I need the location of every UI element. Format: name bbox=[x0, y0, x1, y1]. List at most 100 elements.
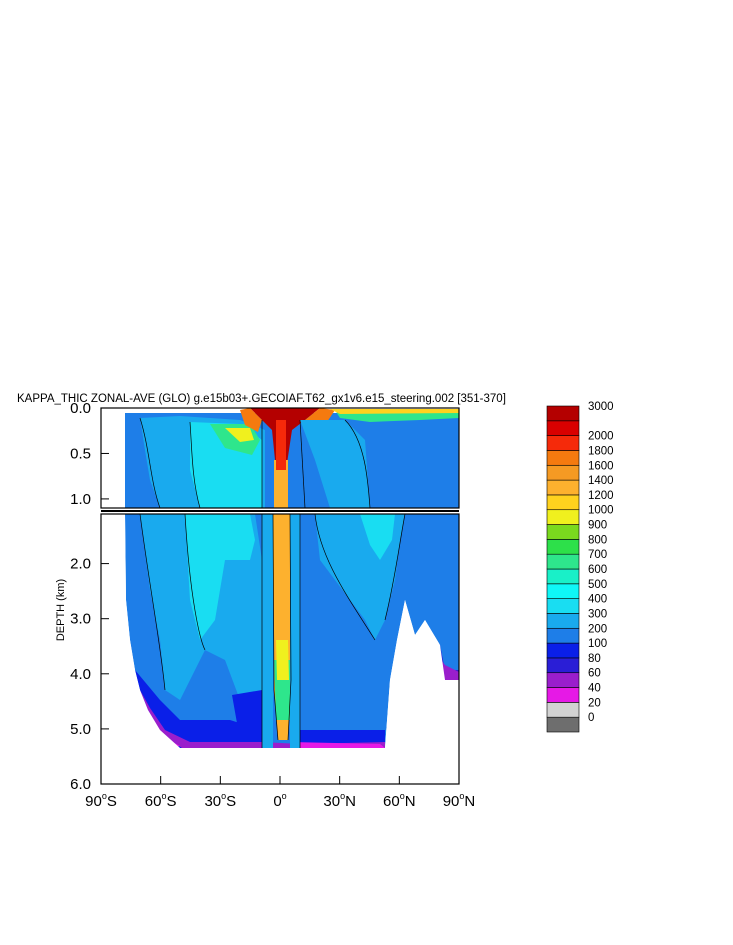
colorbar-box-3 bbox=[546, 672, 580, 688]
contour-line-11 bbox=[384, 513, 406, 621]
colorbar-label-18: 1800 bbox=[588, 445, 614, 457]
colorbar-box-8 bbox=[546, 598, 580, 614]
colorbar-label-9: 500 bbox=[588, 579, 607, 591]
x-tick-degree-symbol-1: o bbox=[161, 791, 166, 801]
x-tick-degrees-4: 30 bbox=[323, 793, 340, 810]
upper-equator-core bbox=[276, 420, 286, 470]
x-tick-degrees-5: 60 bbox=[383, 793, 400, 810]
upper-midlatitude-yellow bbox=[225, 428, 254, 442]
colorbar-label-17: 1600 bbox=[588, 460, 614, 472]
x-tick-label-3: 0o bbox=[273, 791, 286, 810]
y-tick-label-upper-1: 0.5 bbox=[70, 445, 91, 462]
colorbar-label-19: 2000 bbox=[588, 431, 614, 443]
colorbar-label-5: 100 bbox=[588, 638, 607, 650]
colorbar-box-9 bbox=[546, 583, 580, 599]
colorbar-box-10 bbox=[546, 568, 580, 585]
upper-equator-column bbox=[274, 460, 288, 508]
colorbar-box-14 bbox=[546, 509, 580, 525]
contour-line-6 bbox=[139, 513, 166, 691]
chart-title: KAPPA_THIC ZONAL-AVE (GLO) g.e15b03+.GEC… bbox=[17, 393, 506, 405]
colorbar-label-2: 40 bbox=[588, 683, 601, 695]
contour-line-5 bbox=[344, 419, 371, 509]
colorbar-label-11: 700 bbox=[588, 549, 607, 561]
colorbar-box-20 bbox=[546, 420, 580, 436]
colorbar-label-1: 20 bbox=[588, 697, 601, 709]
contour-line-13 bbox=[287, 513, 292, 741]
x-tick-hemisphere-0: S bbox=[107, 793, 117, 810]
x-tick-label-0: 90oS bbox=[85, 791, 117, 810]
contour-line-4 bbox=[299, 419, 306, 509]
x-tick-label-2: 30oS bbox=[204, 791, 236, 810]
colorbar-label-8: 400 bbox=[588, 594, 607, 606]
upper-land-mask-south bbox=[101, 408, 125, 508]
colorbar-box-15 bbox=[546, 494, 580, 511]
colorbar-box-6 bbox=[546, 627, 580, 644]
x-tick-degrees-0: 90 bbox=[85, 793, 102, 810]
colorbar-box-18 bbox=[546, 450, 580, 466]
colorbar-label-3: 60 bbox=[588, 668, 601, 680]
colorbar-label-20: 3000 bbox=[588, 401, 614, 413]
upper-depth-panel bbox=[101, 408, 459, 508]
y-tick-label-upper-2: 1.0 bbox=[70, 491, 91, 508]
x-tick-degree-symbol-3: o bbox=[282, 791, 287, 801]
x-tick-hemisphere-5: N bbox=[405, 793, 416, 810]
colorbar-box-2 bbox=[546, 687, 580, 703]
colorbar-label-12: 800 bbox=[588, 534, 607, 546]
lower-depth-panel bbox=[101, 514, 459, 784]
y-tick-label-lower-1: 3.0 bbox=[70, 611, 91, 628]
colorbar-label-7: 300 bbox=[588, 608, 607, 620]
colorbar: 0 20 40 60 80 100 200 300 400 500 600 700 800 900 1000… bbox=[546, 401, 614, 733]
x-tick-label-4: 30oN bbox=[323, 791, 356, 810]
x-tick-degree-symbol-2: o bbox=[221, 791, 226, 801]
contour-line-12 bbox=[272, 513, 279, 741]
colorbar-label-13: 900 bbox=[588, 520, 607, 532]
x-tick-hemisphere-4: N bbox=[345, 793, 356, 810]
colorbar-label-6: 200 bbox=[588, 623, 607, 635]
colorbar-label-10: 600 bbox=[588, 564, 607, 576]
y-tick-label-lower-0: 2.0 bbox=[70, 556, 91, 573]
x-tick-hemisphere-2: S bbox=[226, 793, 236, 810]
plot-area bbox=[100, 407, 460, 785]
contour-line-2 bbox=[189, 421, 201, 509]
colorbar-box-17 bbox=[546, 464, 580, 481]
contour-line-7 bbox=[184, 513, 206, 651]
x-tick-degrees-2: 30 bbox=[204, 793, 221, 810]
y-tick-label-lower-4: 6.0 bbox=[70, 776, 91, 793]
colorbar-box-12 bbox=[546, 539, 580, 555]
colorbar-box-16 bbox=[546, 479, 580, 496]
lower-northern-inner bbox=[360, 514, 395, 560]
x-tick-degrees-6: 90 bbox=[443, 793, 460, 810]
colorbar-box-19 bbox=[546, 435, 580, 451]
y-tick-label-lower-3: 5.0 bbox=[70, 721, 91, 738]
x-tick-label-1: 60oS bbox=[145, 791, 177, 810]
x-tick-label-6: 90oN bbox=[443, 791, 476, 810]
lower-southern-cyan-lobe bbox=[185, 514, 255, 640]
colorbar-box-4 bbox=[546, 657, 580, 674]
x-tick-degree-symbol-4: o bbox=[340, 791, 345, 801]
y-axis: 0.0 0.5 1.0 2.0 3.0 4.0 5.0 6.0 bbox=[70, 400, 109, 793]
x-tick-hemisphere-6: N bbox=[464, 793, 475, 810]
y-axis-label: DEPTH (km) bbox=[55, 579, 67, 641]
colorbar-label-16: 1400 bbox=[588, 475, 614, 487]
colorbar-box-7 bbox=[546, 613, 580, 629]
y-tick-label-upper-0: 0.0 bbox=[70, 400, 91, 417]
colorbar-label-14: 1000 bbox=[588, 505, 614, 517]
x-tick-label-5: 60oN bbox=[383, 791, 416, 810]
lower-equatorial-yellow bbox=[276, 640, 289, 680]
x-tick-degrees-1: 60 bbox=[145, 793, 162, 810]
contour-lines bbox=[139, 417, 406, 748]
x-tick-degree-symbol-6: o bbox=[459, 791, 464, 801]
colorbar-label-15: 1200 bbox=[588, 490, 614, 502]
colorbar-box-21 bbox=[546, 405, 580, 422]
colorbar-box-11 bbox=[546, 553, 580, 570]
colorbar-label-4: 80 bbox=[588, 653, 601, 665]
upper-surface-yellow-band bbox=[330, 409, 459, 414]
lower-land-south-bottom bbox=[101, 514, 459, 784]
upper-northern-weak bbox=[300, 420, 370, 508]
x-tick-degrees-3: 0 bbox=[273, 793, 281, 810]
lower-northern-purple bbox=[430, 645, 459, 680]
x-axis: 90oS 60oS 30oS 0o 30oN 60oN 90oN bbox=[85, 776, 475, 810]
x-tick-degree-symbol-5: o bbox=[400, 791, 405, 801]
colorbar-box-13 bbox=[546, 524, 580, 540]
